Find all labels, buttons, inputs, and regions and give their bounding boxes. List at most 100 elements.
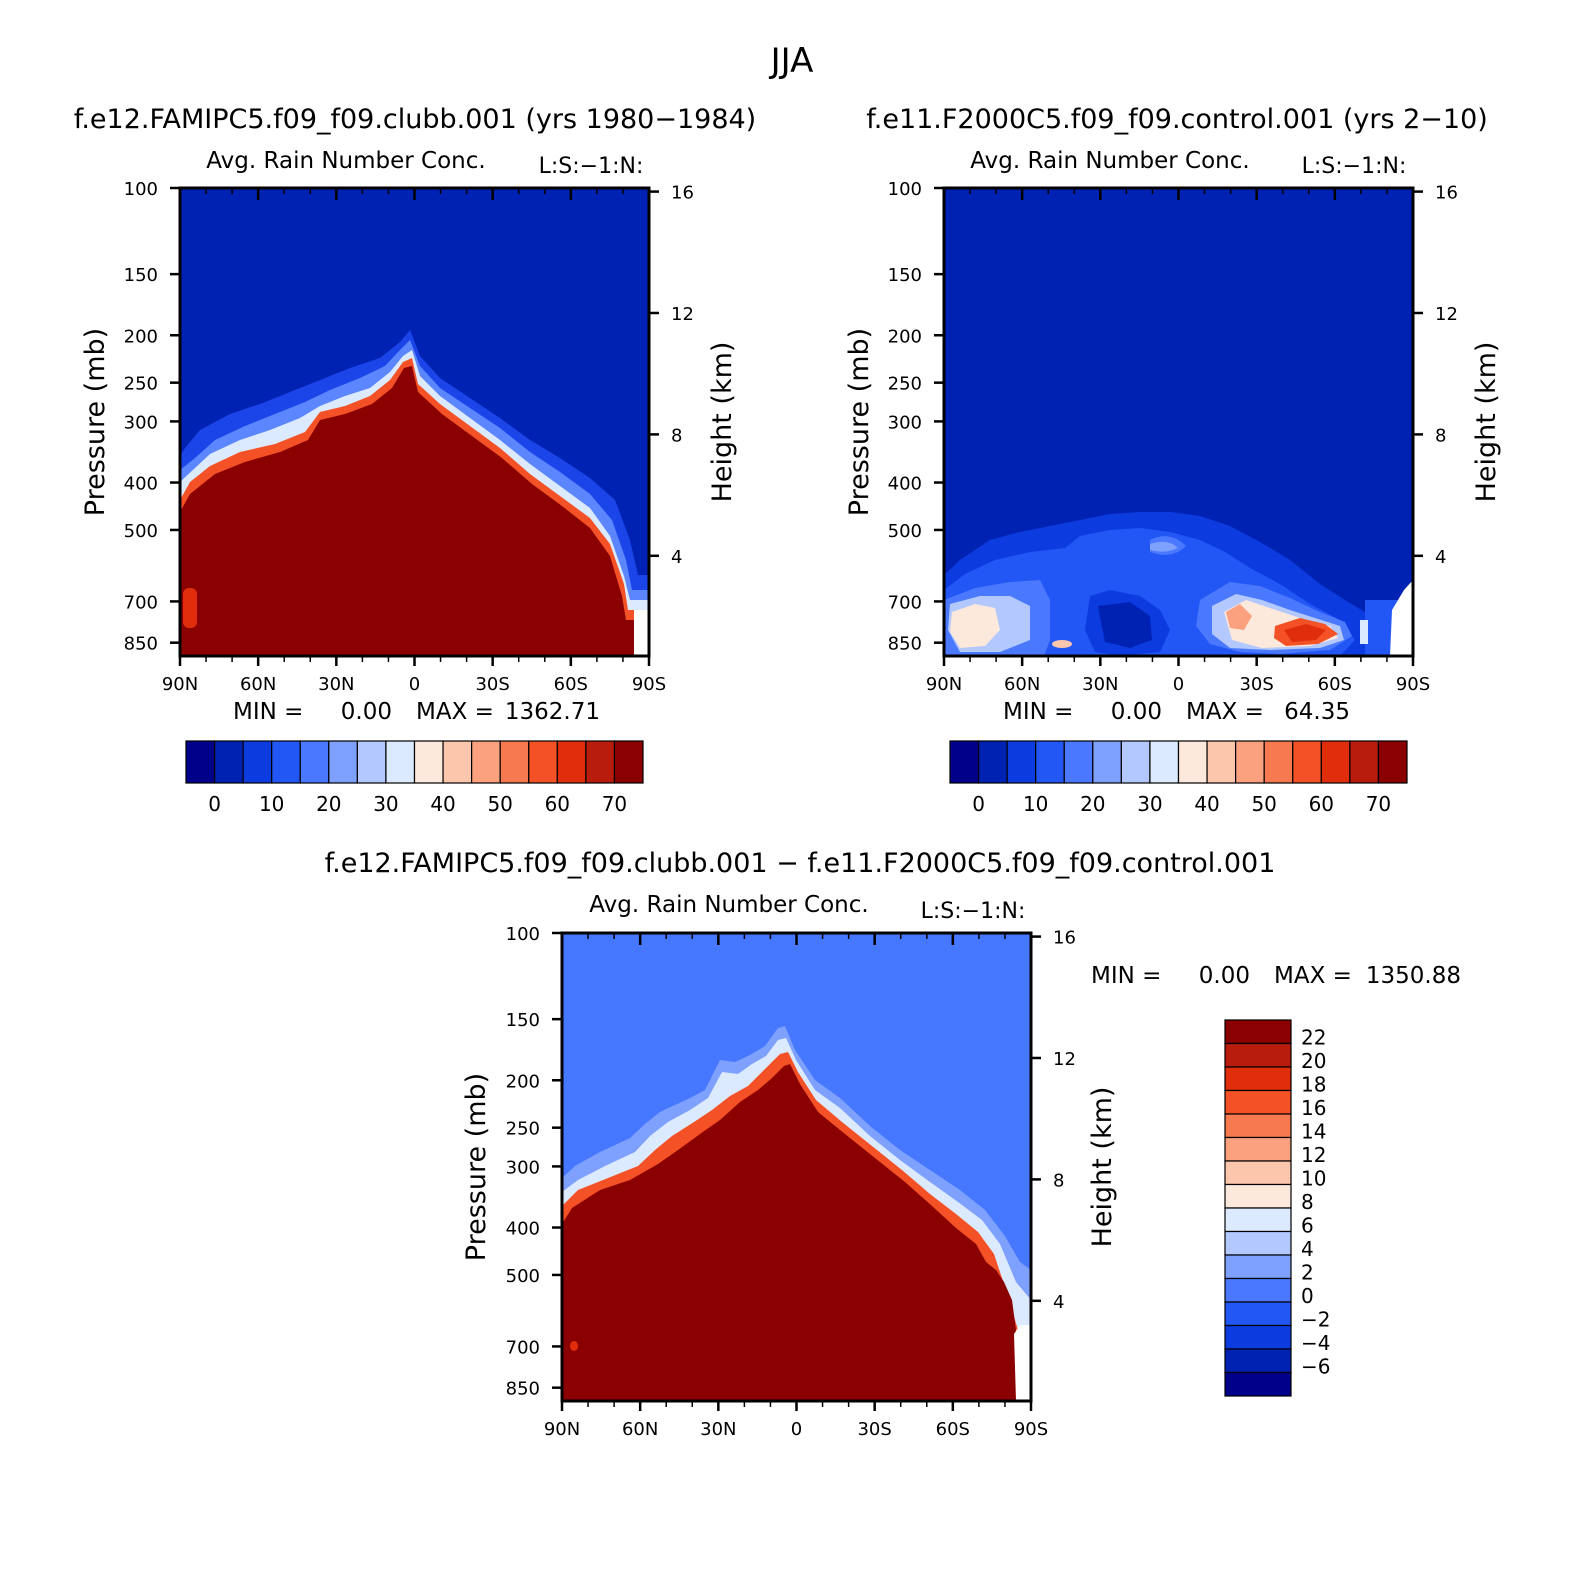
- panel-difference-y-tick-label: 300: [506, 1157, 540, 1178]
- panel-model-y-tick-label: 850: [124, 634, 158, 655]
- difference-title: f.e12.FAMIPC5.f09_f09.clubb.001 − f.e11.…: [325, 848, 1276, 879]
- panel-model-colorbar-box: [471, 740, 501, 784]
- figure-title: JJA: [769, 41, 814, 81]
- panel-control-max-label: MAX =: [1186, 699, 1264, 725]
- panel-control-colorbar: 0 10 20 30 40 50 60 70: [949, 740, 1408, 816]
- panel-model-ylabel-right: Height (km): [707, 342, 738, 503]
- panel-model-y-tick-label: 500: [124, 521, 158, 542]
- panel-difference-units: L:S:−1:N:: [921, 899, 1026, 924]
- panel-difference-y-right-tick-label: 12: [1053, 1049, 1076, 1070]
- panel-model-colorbar-box: [185, 740, 216, 784]
- panel-difference-colorbar-label: −6: [1301, 1355, 1330, 1379]
- panel-difference-min-label: MIN =: [1091, 963, 1161, 989]
- panel-model-colorbar-box: [299, 740, 330, 784]
- panel-difference-x-tick-label: 0: [791, 1419, 802, 1440]
- panel-model-colorbar-box: [556, 740, 587, 784]
- panel-control: f.e11.F2000C5.f09_f09.control.001 (yrs 2…: [844, 104, 1502, 816]
- panel-model-y-tick-label: 400: [124, 474, 158, 495]
- panel-difference-colorbar-box: [1224, 1207, 1292, 1233]
- panel-control-y-right-tick-label: 4: [1435, 547, 1446, 568]
- panel-model-colorbar-label: 50: [487, 792, 512, 816]
- panel-control-colorbar-box: [1092, 740, 1122, 784]
- panel-model-y-tick-label: 200: [124, 326, 158, 347]
- panel-control-max-value: 64.35: [1284, 699, 1350, 725]
- panel-control-y-right-tick-label: 16: [1435, 183, 1458, 204]
- panel-control-colorbar-label: 60: [1309, 792, 1334, 816]
- panel-control-colorbar-box: [1349, 740, 1380, 784]
- panel-difference-colorbar-box: [1224, 1301, 1292, 1327]
- panel-model-x-tick-label: 60S: [554, 674, 588, 695]
- panel-control-colorbar-box: [1149, 740, 1180, 784]
- panel-control-colorbar-box: [1120, 740, 1151, 784]
- panel-control-y-tick-label: 500: [888, 521, 922, 542]
- panel-difference-colorbar-box: [1224, 1254, 1292, 1280]
- panel-control-colorbar-box: [1235, 740, 1265, 784]
- panel-control-y-tick-label: 850: [888, 634, 922, 655]
- panel-difference-max-label: MAX =: [1274, 963, 1352, 989]
- panel-difference-y-tick-label: 850: [506, 1379, 540, 1400]
- panel-model-colorbar-box: [328, 740, 358, 784]
- panel-model-colorbar: 0 10 20 30 40 50 60 70: [185, 740, 644, 816]
- panel-difference-ylabel: Pressure (mb): [461, 1073, 492, 1261]
- panel-model-colorbar-label: 60: [545, 792, 570, 816]
- panel-difference-colorbar-box: [1224, 1160, 1292, 1186]
- panel-control-x-tick-label: 0: [1173, 674, 1184, 695]
- panel-difference-y-tick-label: 200: [506, 1071, 540, 1092]
- panel-model-x-tick-label: 0: [409, 674, 420, 695]
- panel-difference-y-tick-label: 400: [506, 1219, 540, 1240]
- panel-control-y-tick-label: 300: [888, 412, 922, 433]
- panel-control-y-right-tick-label: 8: [1435, 425, 1446, 446]
- panel-control-colorbar-label: 10: [1023, 792, 1048, 816]
- panel-difference-min-value: 0.00: [1199, 963, 1250, 989]
- panel-model-y-right-tick-label: 12: [671, 304, 694, 325]
- panel-difference-colorbar-box: [1224, 1277, 1292, 1303]
- panel-difference-x-tick-label: 30N: [700, 1419, 736, 1440]
- panel-control-y-tick-label: 150: [888, 265, 922, 286]
- panel-control-colorbar-box: [1035, 740, 1065, 784]
- panel-model-colorbar-label: 20: [316, 792, 341, 816]
- panel-model-colorbar-box: [213, 740, 244, 784]
- panel-difference-colorbar-box: [1224, 1019, 1292, 1045]
- panel-difference-colorbar-box: [1224, 1324, 1292, 1350]
- panel-difference-colorbar-label: 0: [1301, 1284, 1314, 1308]
- panel-model-y-tick-label: 300: [124, 412, 158, 433]
- panel-control-colorbar-box: [949, 740, 980, 784]
- panel-control-x-tick-label: 60S: [1318, 674, 1352, 695]
- panel-control-colorbar-box: [1177, 740, 1208, 784]
- panel-control-colorbar-box: [977, 740, 1008, 784]
- panel-difference-y-tick-label: 700: [506, 1337, 540, 1358]
- panel-control-x-tick-label: 90N: [926, 674, 962, 695]
- panel-model-max-value: 1362.71: [505, 699, 600, 725]
- panel-control-x-tick-label: 30N: [1082, 674, 1118, 695]
- panel-control-colorbar-box: [1063, 740, 1094, 784]
- panel-model-colorbar-box: [385, 740, 416, 784]
- panel-model-case-title: f.e12.FAMIPC5.f09_f09.clubb.001 (yrs 198…: [74, 104, 756, 135]
- panel-control-units: L:S:−1:N:: [1302, 154, 1407, 179]
- panel-model-subtitle: Avg. Rain Number Conc.: [206, 148, 485, 174]
- panel-model-max-label: MAX =: [416, 699, 494, 725]
- panel-difference-colorbar-label: 4: [1301, 1237, 1314, 1261]
- panel-control-colorbar-label: 50: [1251, 792, 1276, 816]
- panel-difference-colorbar-label: 20: [1301, 1049, 1326, 1073]
- panel-difference-colorbar-box: [1224, 1230, 1292, 1256]
- panel-control-colorbar-label: 0: [972, 792, 985, 816]
- panel-difference-y-tick-label: 100: [506, 924, 540, 945]
- panel-model-y-tick-label: 150: [124, 265, 158, 286]
- panel-control-colorbar-box: [1006, 740, 1037, 784]
- panel-difference-colorbar-label: 8: [1301, 1190, 1314, 1214]
- panel-model-y-tick-label: 100: [124, 179, 158, 200]
- panel-model-colorbar-label: 0: [208, 792, 221, 816]
- panel-difference-colorbar-label: −4: [1301, 1331, 1330, 1355]
- panel-difference-colorbar-label: −2: [1301, 1308, 1330, 1332]
- panel-difference-max-value: 1350.88: [1366, 963, 1461, 989]
- panel-difference-colorbar-label: 16: [1301, 1096, 1326, 1120]
- panel-control-y-tick-label: 700: [888, 592, 922, 613]
- panel-model-field: [180, 188, 649, 656]
- panel-model-colorbar-box: [528, 740, 558, 784]
- panel-model-colorbar-box: [242, 740, 273, 784]
- panel-difference-y-tick-label: 500: [506, 1266, 540, 1287]
- panel-control-subtitle: Avg. Rain Number Conc.: [970, 148, 1249, 174]
- panel-control-colorbar-label: 20: [1080, 792, 1105, 816]
- panel-model-colorbar-label: 10: [259, 792, 284, 816]
